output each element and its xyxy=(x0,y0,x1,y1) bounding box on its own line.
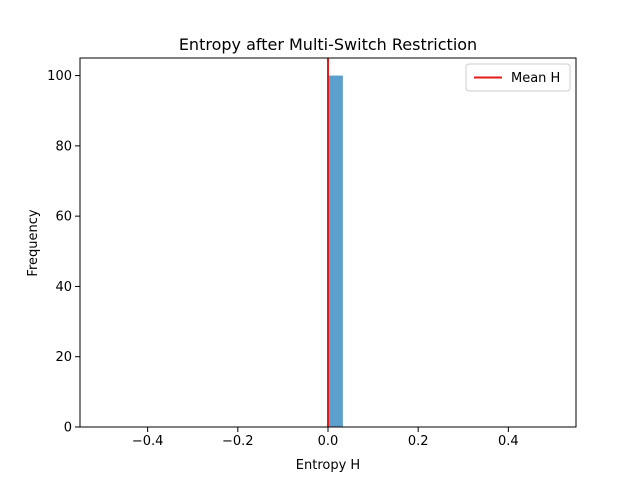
y-tick-label: 80 xyxy=(55,139,72,154)
y-tick-label: 40 xyxy=(55,280,72,295)
chart-title: Entropy after Multi-Switch Restriction xyxy=(179,35,477,54)
x-tick-label: −0.2 xyxy=(222,434,254,449)
x-axis-label: Entropy H xyxy=(296,458,360,473)
y-tick-label: 60 xyxy=(55,210,72,225)
y-tick-label: 100 xyxy=(47,69,72,84)
x-tick-label: 0.2 xyxy=(408,434,429,449)
legend-label-mean-h: Mean H xyxy=(511,71,560,86)
x-tick-label: 0.4 xyxy=(498,434,519,449)
legend: Mean H xyxy=(465,63,571,92)
x-tick-label: 0.0 xyxy=(318,434,339,449)
x-tick-label: −0.4 xyxy=(132,434,164,449)
y-tick-label: 20 xyxy=(55,350,72,365)
plot-area: −0.4 −0.2 0.0 0.2 0.4 0 20 40 60 80 100 xyxy=(47,57,577,449)
histogram-bar-0 xyxy=(328,75,343,428)
legend-box xyxy=(465,63,571,92)
y-tick-label: 0 xyxy=(64,421,72,436)
y-axis-label: Frequency xyxy=(26,209,41,276)
